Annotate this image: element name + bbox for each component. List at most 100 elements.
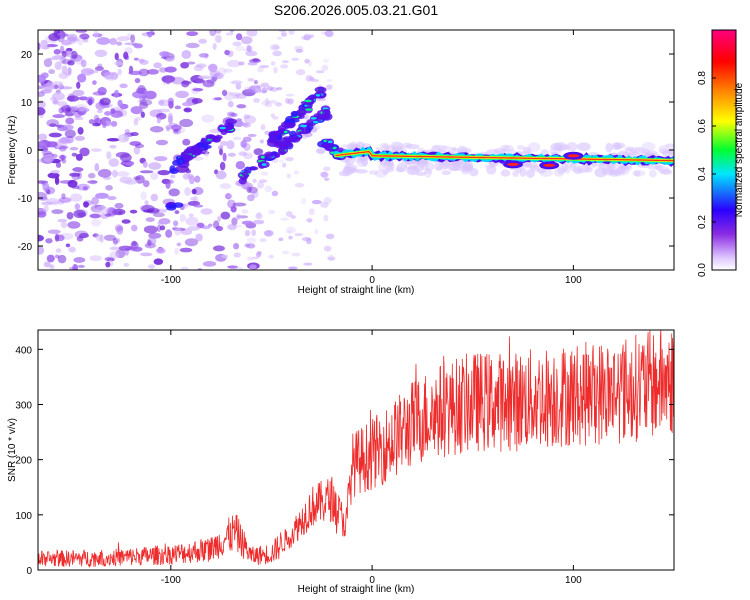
spectrogram-halo-blob — [441, 170, 451, 176]
spectrogram-noise-blob — [235, 160, 246, 170]
spectrogram-noise-blob — [226, 50, 234, 58]
spectrogram-halo-blob — [500, 169, 511, 177]
spectrogram-noise-blob — [48, 57, 61, 61]
snr-xtick-label: 100 — [565, 575, 582, 586]
spectrogram-noise-blob — [65, 117, 75, 125]
spectrogram-noise-blob — [314, 228, 319, 235]
spectrogram-halo-blob — [384, 159, 394, 168]
spectrogram-noise-blob — [52, 99, 59, 105]
spectrogram-halo-blob — [617, 165, 626, 174]
spectrogram-halo-blob — [557, 144, 570, 151]
spectrogram-noise-blob — [54, 176, 60, 186]
spectrogram-noise-blob — [159, 51, 170, 57]
spectrogram-noise-blob — [130, 132, 139, 137]
spectrogram-noise-blob — [146, 69, 159, 75]
spectrogram-noise-blob — [228, 200, 234, 204]
spectrogram-noise-blob — [174, 210, 180, 215]
spectrogram-noise-blob — [186, 31, 199, 37]
spectrogram-noise-blob — [251, 191, 259, 198]
spectrogram-noise-blob — [244, 86, 251, 93]
spectrogram-noise-blob — [323, 166, 331, 172]
spectrogram-noise-blob — [83, 201, 89, 208]
spectrogram-noise-blob — [150, 193, 159, 202]
spectrogram-halo-blob — [654, 163, 664, 171]
spectrogram-noise-blob — [220, 211, 231, 220]
spectrogram-noise-blob — [179, 118, 194, 128]
spectrogram-noise-blob — [263, 229, 274, 237]
spectrogram-noise-blob — [96, 37, 111, 45]
spectrogram-noise-blob — [167, 97, 174, 105]
spectrogram-noise-blob — [227, 152, 236, 157]
snr-ticks: -100 0 100 0 100 200 300 400 — [15, 330, 674, 586]
spectrogram-noise-blob — [159, 225, 166, 231]
spectrogram-ytick-label: 0 — [26, 146, 32, 157]
spectrogram-noise-blob — [256, 251, 262, 258]
spectrogram-ridge-core — [304, 99, 312, 103]
spectrogram-noise-blob — [54, 61, 62, 71]
spectrogram-halo-blob — [616, 165, 630, 176]
spectrogram-noise-blob — [234, 224, 243, 228]
spectrogram-noise-blob — [69, 105, 79, 110]
spectrogram-noise-blob — [278, 237, 284, 242]
spectrogram-halo-blob — [396, 163, 408, 173]
spectrogram-noise-blob — [116, 225, 124, 235]
spectrogram-halo-blob — [342, 166, 356, 175]
spectrogram-noise-blob — [252, 219, 265, 225]
spectrogram-noise-blob — [255, 213, 263, 220]
spectrogram-ridge-core — [312, 120, 319, 124]
spectrogram-noise-blob — [134, 143, 145, 149]
spectrogram-noise-blob — [94, 205, 109, 214]
spectrogram-noise-blob — [191, 188, 197, 195]
spectrogram-noise-blob — [45, 44, 58, 48]
spectrogram-noise-blob — [76, 81, 81, 89]
spectrogram-noise-blob — [316, 97, 327, 102]
spectrogram-noise-blob — [218, 148, 224, 156]
spectrogram-noise-blob — [233, 252, 241, 258]
spectrogram-noise-blob — [315, 70, 325, 74]
spectrogram-noise-blob — [105, 184, 113, 191]
spectrogram-halo-blob — [641, 141, 656, 151]
spectrogram-noise-blob — [131, 240, 137, 247]
spectrogram-noise-blob — [161, 75, 176, 83]
spectrogram-noise-blob — [133, 145, 141, 155]
spectrogram-ridge-blob — [268, 132, 279, 139]
spectrogram-noise-blob — [99, 234, 104, 243]
spectrogram-noise-blob — [78, 233, 90, 239]
spectrogram-halo-blob — [624, 146, 634, 152]
spectrogram-noise-blob — [60, 221, 68, 229]
spectrogram-noise-blob — [112, 237, 121, 244]
spectrogram-noise-blob — [92, 122, 101, 127]
spectrogram-noise-blob — [157, 108, 171, 113]
spectrogram-noise-blob — [142, 180, 150, 188]
spectrogram-halo-blob — [569, 162, 576, 172]
spectrogram-noise-blob — [139, 99, 153, 106]
spectrogram-noise-blob — [158, 99, 171, 107]
spectrogram-noise-blob — [77, 212, 87, 218]
spectrogram-noise-blob — [133, 118, 139, 126]
spectrogram-noise-blob — [246, 44, 252, 53]
spectrogram-noise-blob — [260, 171, 269, 176]
spectrogram-noise-blob — [108, 158, 120, 167]
spectrogram-noise-blob — [327, 254, 335, 261]
spectrogram-ridge-blob — [322, 108, 331, 117]
spectrogram-noise-blob — [248, 85, 262, 94]
spectrogram-noise-blob — [112, 238, 119, 245]
spectrogram-xtick-label: 100 — [565, 275, 582, 286]
spectrogram-noise-blob — [249, 85, 256, 92]
spectrogram-noise-blob — [247, 78, 255, 82]
spectrogram-noise-blob — [257, 66, 264, 73]
spectrogram-noise-blob — [224, 49, 231, 56]
spectrogram-noise-blob — [166, 56, 175, 63]
spectrogram-halo-blob — [346, 143, 357, 150]
spectrogram-noise-blob — [38, 85, 45, 90]
spectrogram-noise-blob — [192, 79, 206, 84]
spectrogram-noise-blob — [227, 265, 239, 269]
spectrogram-noise-blob — [165, 229, 173, 238]
spectrogram-halo-blob — [415, 171, 426, 176]
spectrogram-noise-blob — [275, 102, 282, 107]
spectrogram-noise-blob — [327, 256, 336, 261]
spectrogram-noise-blob — [232, 202, 247, 207]
spectrogram-noise-blob — [38, 91, 46, 97]
spectrogram-halo-blob — [375, 146, 383, 152]
